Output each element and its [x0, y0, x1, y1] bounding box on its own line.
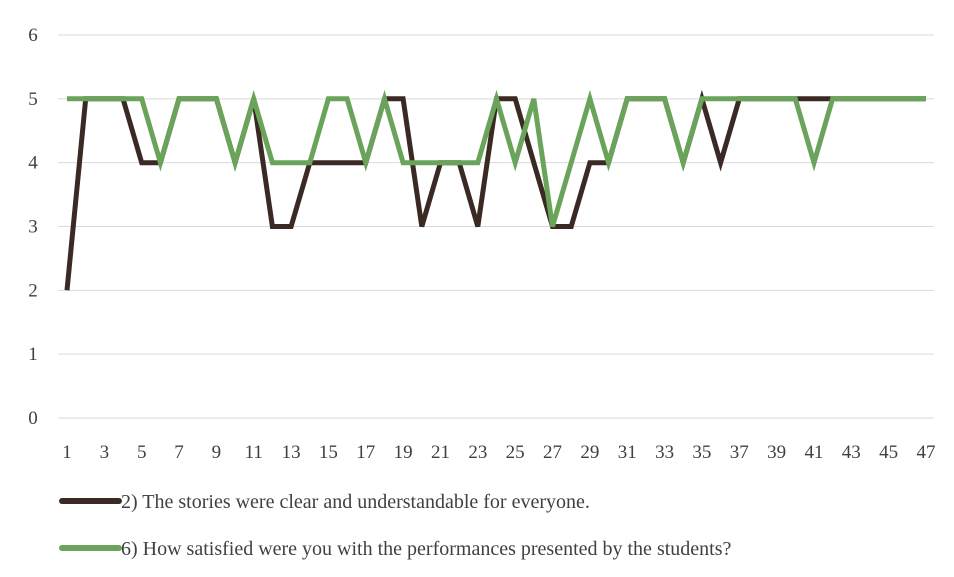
x-tick-label: 19 — [394, 442, 413, 463]
x-tick-label: 17 — [356, 442, 375, 463]
legend-label-2: 6) How satisfied were you with the perfo… — [121, 538, 731, 560]
x-tick-label: 9 — [212, 442, 222, 463]
series-line-1 — [64, 89, 926, 291]
series-lines — [64, 89, 926, 291]
x-tick-label: 15 — [319, 442, 338, 463]
x-tick-label: 5 — [137, 442, 147, 463]
x-tick-label: 7 — [174, 442, 184, 463]
x-tick-label: 21 — [431, 442, 450, 463]
x-tick-label: 35 — [692, 442, 711, 463]
x-tick-label: 31 — [618, 442, 637, 463]
x-tick-label: 47 — [917, 442, 936, 463]
x-tick-label: 11 — [245, 442, 263, 463]
x-tick-label: 27 — [543, 442, 562, 463]
x-tick-label: 3 — [100, 442, 110, 463]
legend: 2) The stories were clear and understand… — [59, 491, 731, 560]
x-axis-ticks: 1 3 5 7 9 11 13 15 17 19 21 23 25 27 29 31 33 35 37 39 41 43 4… — [62, 442, 935, 463]
x-tick-label: 37 — [730, 442, 749, 463]
x-tick-label: 13 — [282, 442, 301, 463]
x-tick-label: 1 — [62, 442, 72, 463]
x-tick-label: 23 — [468, 442, 487, 463]
x-tick-label: 43 — [842, 442, 861, 463]
legend-label-1: 2) The stories were clear and understand… — [121, 491, 590, 513]
y-tick-label: 1 — [28, 344, 38, 365]
y-tick-label: 6 — [28, 25, 38, 46]
y-tick-label: 4 — [28, 153, 38, 174]
series-line-2 — [67, 89, 926, 228]
y-tick-label: 0 — [28, 408, 38, 429]
x-tick-label: 29 — [580, 442, 599, 463]
y-axis-ticks: 0 1 2 3 4 5 6 — [28, 25, 38, 429]
x-tick-label: 33 — [655, 442, 674, 463]
y-tick-label: 3 — [28, 217, 38, 238]
x-tick-label: 25 — [506, 442, 525, 463]
x-tick-label: 45 — [879, 442, 898, 463]
x-tick-label: 39 — [767, 442, 786, 463]
y-tick-label: 2 — [28, 280, 38, 301]
x-tick-label: 41 — [804, 442, 823, 463]
y-tick-label: 5 — [28, 89, 38, 110]
